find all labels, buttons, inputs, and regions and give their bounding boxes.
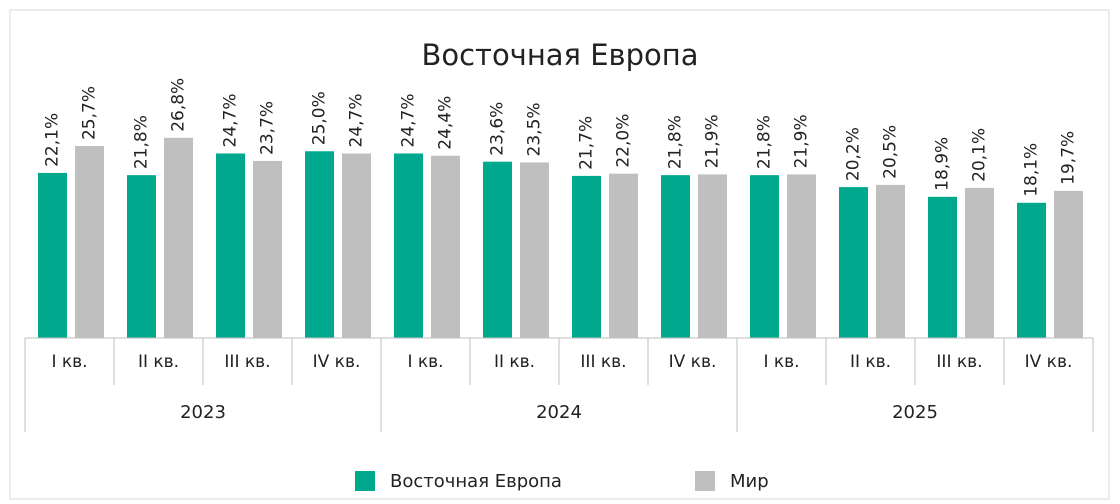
bar — [216, 153, 245, 338]
value-label: 19,7% — [1059, 131, 1079, 185]
chart-border — [9, 9, 1110, 500]
x-tick-label: III кв. — [224, 352, 270, 372]
bar — [661, 175, 690, 338]
value-label: 18,1% — [1022, 143, 1042, 197]
value-label: 18,9% — [933, 137, 953, 191]
value-label: 21,8% — [132, 115, 152, 169]
value-label: 24,7% — [399, 93, 419, 147]
value-label: 24,7% — [221, 93, 241, 147]
chart-title: Восточная Европа — [421, 38, 698, 72]
x-tick-label: IV кв. — [313, 352, 361, 372]
value-label: 22,0% — [614, 114, 634, 168]
bar — [127, 175, 156, 338]
bar — [38, 172, 67, 338]
value-label: 20,5% — [881, 125, 901, 179]
bar — [1017, 202, 1046, 338]
group-label: 2023 — [180, 402, 226, 423]
value-label: 24,4% — [436, 96, 456, 150]
bar — [572, 175, 601, 338]
value-label: 23,7% — [258, 101, 278, 155]
bar — [965, 187, 994, 338]
value-label: 21,7% — [577, 116, 597, 170]
bar — [164, 137, 193, 338]
bar — [876, 184, 905, 338]
x-tick-label: II кв. — [138, 352, 179, 372]
x-tick-label: II кв. — [850, 352, 891, 372]
bar — [75, 146, 104, 338]
x-tick-label: II кв. — [494, 352, 535, 372]
bar — [839, 187, 868, 338]
bar — [305, 151, 334, 338]
value-label: 21,8% — [666, 115, 686, 169]
value-label: 21,9% — [792, 114, 812, 168]
legend-label: Мир — [730, 471, 769, 492]
bar — [787, 174, 816, 338]
value-label: 23,6% — [488, 102, 508, 156]
bar — [431, 155, 460, 338]
bar — [609, 173, 638, 338]
legend-swatch — [695, 471, 715, 491]
value-label: 25,0% — [310, 91, 330, 145]
bar — [1054, 190, 1083, 338]
x-tick-label: IV кв. — [669, 352, 717, 372]
value-label: 20,1% — [970, 128, 990, 182]
value-label: 21,9% — [703, 114, 723, 168]
value-label: 24,7% — [347, 93, 367, 147]
value-label: 20,2% — [844, 127, 864, 181]
bar — [394, 153, 423, 338]
value-label: 21,8% — [755, 115, 775, 169]
bar — [483, 161, 512, 338]
legend-label: Восточная Европа — [390, 471, 562, 492]
x-tick-label: I кв. — [51, 352, 87, 372]
value-label: 26,8% — [169, 78, 189, 132]
bar — [928, 196, 957, 338]
value-label: 23,5% — [525, 102, 545, 156]
x-tick-label: I кв. — [407, 352, 443, 372]
bar — [520, 162, 549, 338]
x-tick-label: IV кв. — [1025, 352, 1073, 372]
value-label: 25,7% — [80, 86, 100, 140]
bar — [698, 174, 727, 338]
legend-swatch — [355, 471, 375, 491]
group-label: 2025 — [892, 402, 938, 423]
group-label: 2024 — [536, 402, 582, 423]
bar — [750, 175, 779, 338]
x-tick-label: III кв. — [580, 352, 626, 372]
value-label: 22,1% — [43, 113, 63, 167]
x-tick-label: I кв. — [763, 352, 799, 372]
bar — [342, 153, 371, 338]
x-tick-label: III кв. — [936, 352, 982, 372]
bar — [253, 160, 282, 338]
